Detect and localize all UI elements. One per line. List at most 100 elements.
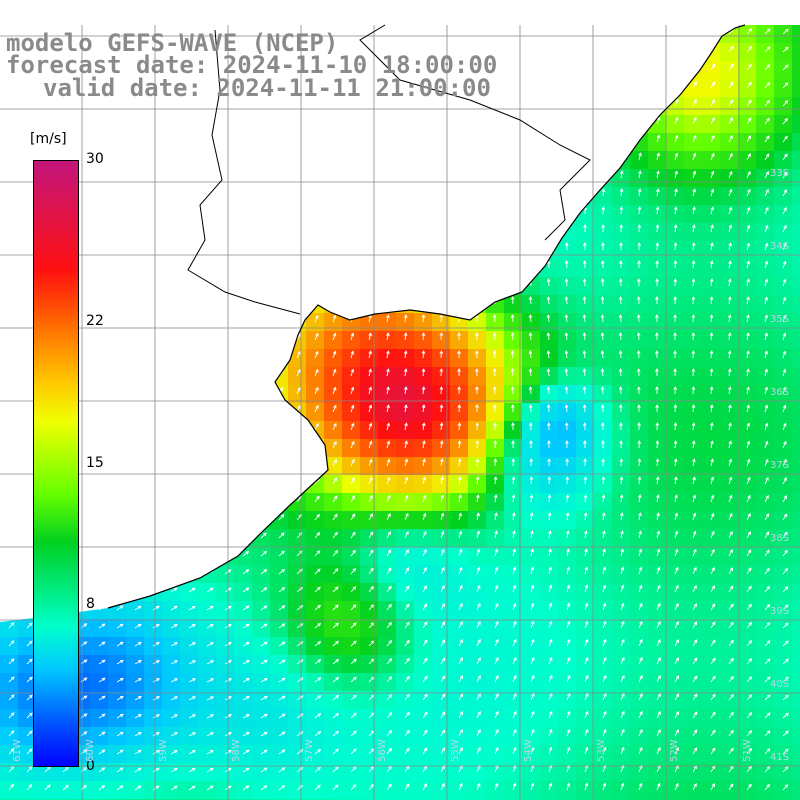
wind-arrow: [764, 494, 769, 503]
wind-arrow: [386, 458, 391, 467]
wind-arrow: [674, 566, 679, 575]
wind-speed-cell: [0, 313, 19, 332]
wind-speed-cell: [612, 187, 631, 206]
wind-arrow: [242, 405, 248, 413]
wind-speed-cell: [522, 601, 541, 620]
wind-arrow: [260, 423, 266, 431]
wind-speed-cell: [666, 43, 685, 62]
wind-arrow: [116, 261, 122, 269]
wind-speed-cell: [648, 169, 667, 188]
wind-speed-cell: [486, 655, 505, 674]
wind-arrow: [26, 712, 33, 719]
wind-arrow: [746, 422, 751, 431]
wind-speed-cell: [126, 133, 145, 152]
wind-arrow: [548, 602, 553, 611]
wind-arrow: [529, 188, 534, 197]
wind-arrow: [116, 532, 123, 539]
wind-speed-cell: [738, 529, 757, 548]
wind-arrow: [152, 137, 160, 143]
wind-speed-cell: [0, 763, 19, 782]
wind-arrow: [134, 261, 140, 269]
wind-speed-cell: [0, 529, 19, 548]
wind-arrow: [350, 332, 355, 341]
wind-speed-cell: [792, 313, 800, 332]
wind-arrow: [314, 332, 319, 341]
wind-speed-cell: [90, 259, 109, 278]
wind-speed-cell: [180, 403, 199, 422]
wind-speed-cell: [702, 529, 721, 548]
wind-arrow: [692, 98, 697, 107]
wind-arrow: [746, 621, 753, 629]
wind-speed-cell: [450, 745, 469, 764]
wind-speed-cell: [738, 421, 757, 440]
wind-arrow: [350, 784, 357, 791]
wind-speed-cell: [90, 187, 109, 206]
wind-arrow: [618, 314, 623, 323]
wind-arrow: [493, 278, 497, 287]
wind-speed-cell: [126, 511, 145, 530]
wind-arrow: [8, 783, 14, 791]
wind-speed-cell: [576, 493, 595, 512]
wind-speed-cell: [108, 367, 127, 386]
wind-arrow: [764, 81, 771, 89]
wind-arrow: [655, 206, 660, 215]
wind-speed-cell: [594, 367, 613, 386]
wind-arrow: [98, 713, 106, 719]
wind-speed-cell: [612, 43, 631, 62]
wind-arrow: [242, 333, 248, 341]
wind-speed-cell: [774, 187, 793, 206]
wind-speed-cell: [558, 439, 577, 458]
wind-arrow: [386, 314, 390, 323]
wind-arrow: [548, 116, 552, 125]
wind-speed-cell: [738, 565, 757, 584]
wind-speed-cell: [684, 97, 703, 116]
wind-speed-cell: [792, 403, 800, 422]
wind-arrow: [546, 404, 551, 413]
wind-arrow: [457, 386, 461, 395]
wind-arrow: [314, 641, 322, 647]
wind-arrow: [188, 208, 195, 215]
wind-speed-cell: [486, 457, 505, 476]
wind-speed-cell: [486, 241, 505, 260]
wind-speed-cell: [342, 403, 361, 422]
wind-speed-cell: [720, 79, 739, 98]
wind-arrow: [314, 459, 320, 467]
wind-arrow: [582, 278, 587, 287]
wind-speed-cell: [540, 151, 559, 170]
wind-speed-cell: [630, 43, 649, 62]
wind-arrow: [746, 747, 753, 755]
wind-arrow: [746, 404, 750, 413]
wind-speed-cell: [378, 691, 397, 710]
wind-arrow: [260, 315, 265, 323]
wind-speed-cell: [540, 457, 559, 476]
wind-speed-cell: [450, 403, 469, 422]
wind-arrow: [404, 549, 409, 557]
wind-speed-cell: [162, 457, 181, 476]
wind-speed-cell: [702, 133, 721, 152]
wind-speed-cell: [378, 259, 397, 278]
wind-speed-cell: [180, 205, 199, 224]
wind-speed-cell: [684, 691, 703, 710]
wind-speed-cell: [288, 331, 307, 350]
wind-speed-cell: [360, 331, 379, 350]
wind-arrow: [493, 494, 498, 503]
wind-arrow: [656, 620, 661, 629]
wind-speed-cell: [270, 187, 289, 206]
wind-arrow: [709, 332, 714, 341]
wind-speed-cell: [414, 655, 433, 674]
wind-speed-cell: [702, 367, 721, 386]
wind-arrow: [476, 170, 480, 179]
wind-speed-cell: [468, 133, 487, 152]
wind-arrow: [350, 658, 357, 665]
wind-speed-cell: [486, 637, 505, 656]
wind-speed-cell: [540, 673, 559, 692]
wind-arrow: [530, 116, 534, 125]
wind-speed-cell: [378, 385, 397, 404]
wind-arrow: [656, 134, 661, 143]
wind-speed-cell: [432, 475, 451, 494]
wind-arrow: [80, 405, 85, 413]
wind-speed-cell: [234, 133, 253, 152]
wind-speed-cell: [792, 547, 800, 566]
wind-speed-cell: [108, 403, 127, 422]
wind-speed-cell: [450, 439, 469, 458]
